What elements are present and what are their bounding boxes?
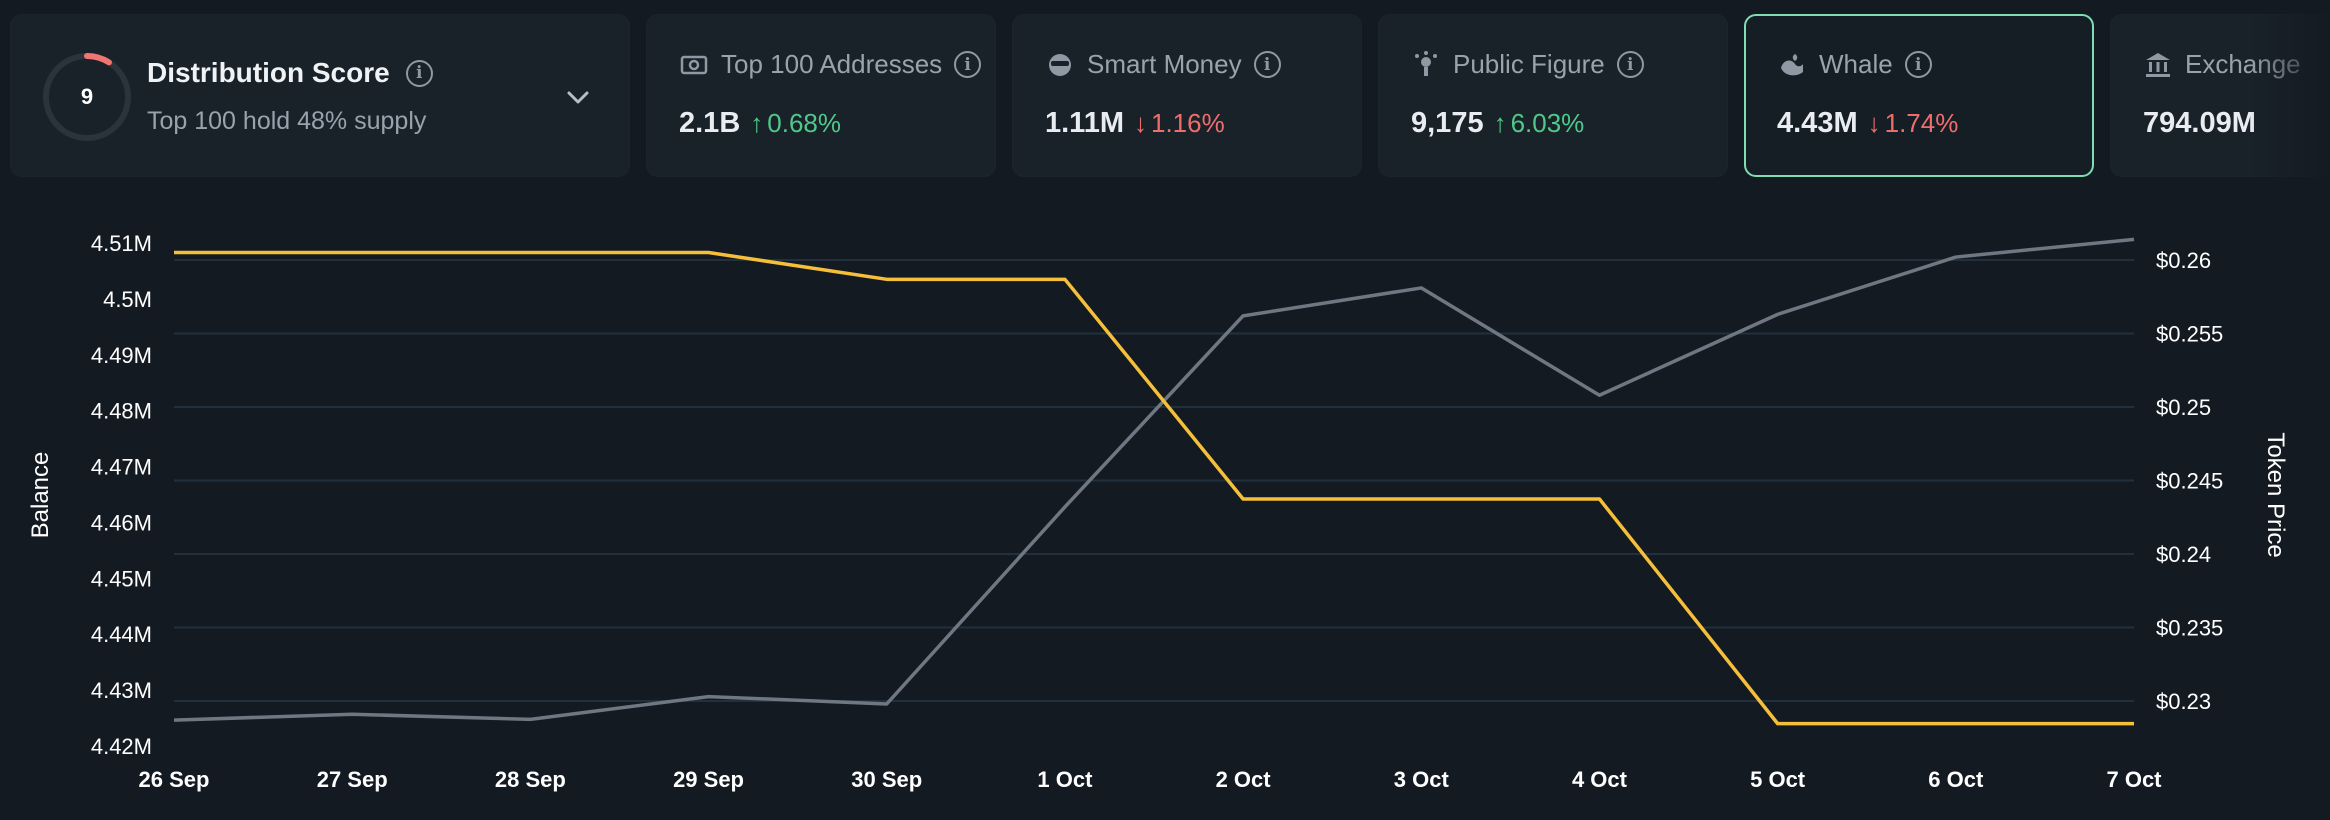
card-value: 794.09M (2143, 107, 2256, 139)
arrow-up-icon: ↑ (750, 108, 764, 138)
x-tick-label: 3 Oct (1394, 767, 1450, 792)
right-tick-label: $0.26 (2156, 248, 2211, 273)
left-tick-label: 4.48M (91, 399, 152, 424)
card-header: Top 100 Addresses i (679, 49, 982, 80)
card-value-row: 4.43M ↓ 1.74% (1777, 107, 1958, 140)
card-header: Public Figure i (1411, 49, 1644, 80)
x-tick-label: 5 Oct (1750, 767, 1806, 792)
card-whale[interactable]: Whale i 4.43M ↓ 1.74% (1744, 14, 2094, 177)
right-axis: $0.23 $0.235 $0.24 $0.245 $0.25 $0.255 $0.26 (2156, 248, 2223, 714)
change-value: 6.03% (1510, 108, 1585, 138)
x-tick-label: 30 Sep (851, 767, 922, 792)
x-tick-label: 2 Oct (1216, 767, 1272, 792)
score-value: 9 (80, 84, 94, 109)
card-change: ↑ 6.03% (1494, 108, 1585, 139)
bank-icon (2146, 52, 2170, 77)
info-icon[interactable]: i (1253, 51, 1281, 78)
info-icon[interactable]: i (954, 51, 982, 78)
left-tick-label: 4.51M (91, 231, 152, 256)
card-top-100-addresses[interactable]: Top 100 Addresses i 2.1B ↑ 0.68% (646, 14, 996, 177)
card-value-row: 1.11M ↓ 1.16% (1045, 107, 1225, 140)
card-change: ↑ 0.68% (750, 108, 841, 139)
right-tick-label: $0.25 (2156, 395, 2211, 420)
left-tick-label: 4.46M (91, 510, 152, 535)
card-value-row: 794.09M (2143, 107, 2266, 140)
score-ring (43, 53, 131, 141)
left-tick-label: 4.5M (103, 287, 152, 312)
card-header: Smart Money i (1045, 49, 1281, 80)
change-value: 0.68% (767, 108, 841, 138)
left-axis-label: Balance (27, 452, 54, 539)
public-figure-icon (1415, 50, 1437, 76)
right-tick-label: $0.23 (2156, 689, 2211, 714)
smart-money-icon (1049, 53, 1071, 76)
card-label: Smart Money (1087, 49, 1242, 79)
card-value: 2.1B (679, 107, 741, 139)
x-tick-label: 27 Sep (317, 767, 388, 792)
left-axis: 4.42M 4.43M 4.44M 4.45M 4.46M 4.47M 4.48M 4.49M… (91, 231, 152, 759)
balance-price-chart: 4.42M 4.43M 4.44M 4.45M 4.46M 4.47M 4.48M 4.49M… (27, 231, 2289, 792)
left-tick-label: 4.42M (91, 734, 152, 759)
left-tick-label: 4.43M (91, 678, 152, 703)
card-change: ↓ 1.74% (1868, 108, 1959, 139)
card-public-figure[interactable]: Public Figure i 9,175 ↑ 6.03% (1378, 14, 1728, 177)
right-tick-label: $0.245 (2156, 469, 2223, 494)
distribution-score-card[interactable]: 9 Distribution Score i Top 100 hold 48% … (10, 14, 630, 177)
info-icon[interactable]: i (1904, 51, 1932, 78)
arrow-down-icon: ↓ (1867, 108, 1881, 138)
info-icon[interactable]: i (405, 59, 433, 87)
left-tick-label: 4.49M (91, 343, 152, 368)
card-value-row: 2.1B ↑ 0.68% (679, 107, 841, 140)
change-value: 1.16% (1151, 108, 1225, 138)
right-tick-label: $0.24 (2156, 542, 2211, 567)
scroll-fade (2250, 0, 2330, 190)
right-axis-label: Token Price (2262, 432, 2289, 557)
x-axis: 26 Sep 27 Sep 28 Sep 29 Sep 30 Sep 1 Oct 2 Oct… (139, 767, 2163, 792)
change-value: 1.74% (1884, 108, 1959, 138)
cash-icon (680, 55, 708, 74)
card-smart-money[interactable]: Smart Money i 1.11M ↓ 1.16% (1012, 14, 1362, 177)
chart-grid (174, 259, 2134, 702)
x-tick-label: 7 Oct (2106, 767, 2162, 792)
card-value: 9,175 (1411, 107, 1484, 139)
right-tick-label: $0.235 (2156, 616, 2223, 641)
balance-line (174, 250, 2134, 726)
left-tick-label: 4.47M (91, 455, 152, 480)
card-header: Whale i (1777, 49, 1932, 80)
x-tick-label: 1 Oct (1037, 767, 1093, 792)
arrow-up-icon: ↑ (1493, 108, 1507, 138)
arrow-down-icon: ↓ (1134, 108, 1147, 138)
x-tick-label: 26 Sep (139, 767, 210, 792)
series-lines (173, 237, 2135, 726)
card-label: Public Figure (1453, 49, 1605, 79)
card-value-row: 9,175 ↑ 6.03% (1411, 107, 1584, 140)
token-price-line (173, 237, 2135, 722)
card-value: 1.11M (1045, 107, 1124, 139)
card-label: Whale (1819, 49, 1893, 79)
left-tick-label: 4.44M (91, 622, 152, 647)
chevron-down-icon[interactable] (563, 85, 593, 109)
distribution-subtitle: Top 100 hold 48% supply (147, 107, 427, 135)
right-tick-label: $0.255 (2156, 322, 2223, 347)
card-label: Top 100 Addresses (721, 49, 943, 79)
card-value: 4.43M (1777, 107, 1858, 139)
info-icon[interactable]: i (1616, 51, 1644, 78)
whale-icon (1781, 53, 1803, 75)
left-tick-label: 4.45M (91, 566, 152, 591)
x-tick-label: 4 Oct (1572, 767, 1628, 792)
x-tick-label: 29 Sep (673, 767, 744, 792)
distribution-title: Distribution Score i (147, 57, 433, 89)
card-change: ↓ 1.16% (1134, 108, 1225, 139)
x-tick-label: 6 Oct (1928, 767, 1984, 792)
x-tick-label: 28 Sep (495, 767, 566, 792)
distribution-title-text: Distribution Score (147, 57, 390, 88)
